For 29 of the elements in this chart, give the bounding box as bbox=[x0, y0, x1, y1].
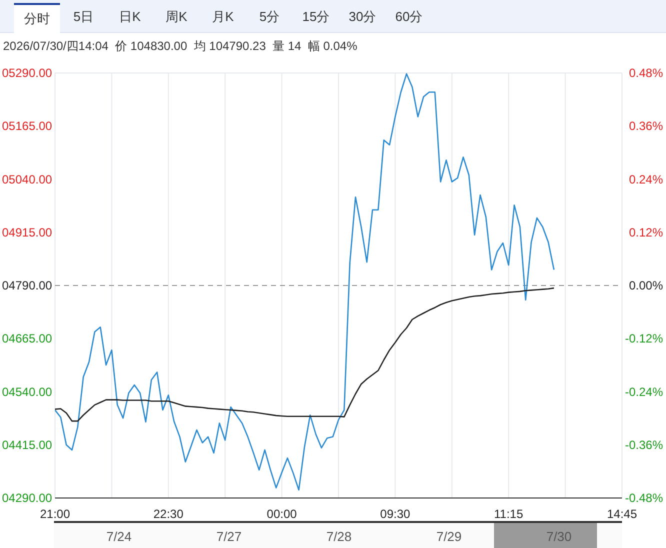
line-series bbox=[55, 287, 555, 422]
navigator-strip: 7/24 7/27 7/28 7/29 7/30 bbox=[54, 521, 622, 548]
y2-tick-label: 0.00% bbox=[628, 278, 664, 292]
line-series bbox=[55, 73, 555, 491]
y-tick-label: 04290.00 bbox=[2, 491, 52, 505]
x-tick-label: 00:00 bbox=[266, 507, 298, 521]
chart-subtitle: 2026/07/30/四14:04 价 104830.00 均 104790.23 量 14 幅 0.04% bbox=[3, 38, 358, 55]
tab-bar: 分时 5日 日K 周K 月K 5分 15分 30分 60分 bbox=[0, 0, 666, 33]
y-tick-label: 04540.00 bbox=[2, 384, 52, 399]
y2-tick-label: 0.24% bbox=[628, 172, 664, 186]
x-tick-label: 21:00 bbox=[40, 507, 70, 521]
y-tick-label: 04415.00 bbox=[2, 438, 52, 452]
y-tick-label: 04665.00 bbox=[2, 332, 52, 346]
y-tick-label: 04915.00 bbox=[2, 225, 52, 240]
y2-tick-label: -0.24% bbox=[624, 384, 664, 399]
y-tick-label: 04790.00 bbox=[2, 278, 52, 292]
y2-tick-label: -0.48% bbox=[624, 491, 664, 505]
y2-tick-label: 0.12% bbox=[628, 225, 664, 240]
y2-tick-label: -0.36% bbox=[624, 438, 664, 452]
y2-tick-label: -0.12% bbox=[624, 332, 664, 346]
y-tick-label: 05290.00 bbox=[2, 66, 52, 80]
y2-tick-label: 0.48% bbox=[628, 66, 664, 80]
x-tick-label: 14:45 bbox=[606, 507, 638, 521]
x-tick-label: 09:30 bbox=[380, 507, 411, 521]
y-tick-label: 05040.00 bbox=[2, 172, 52, 186]
x-tick-label: 11:15 bbox=[494, 507, 524, 521]
x-tick-label: 22:30 bbox=[153, 507, 184, 521]
y2-tick-label: 0.36% bbox=[628, 119, 664, 134]
y-tick-label: 05165.00 bbox=[2, 119, 52, 134]
